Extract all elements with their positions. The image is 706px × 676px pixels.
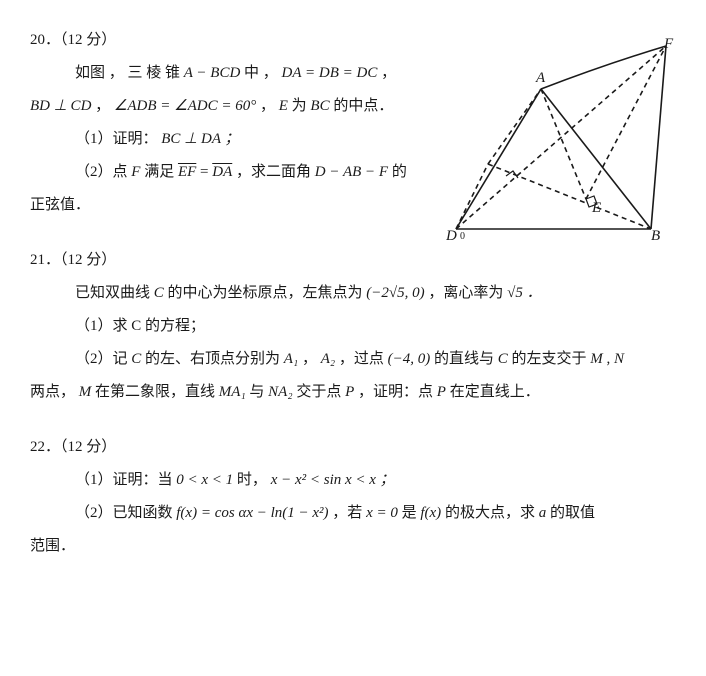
q21-stem: 已知双曲线 C 的中心为坐标原点，左焦点为 (−2√5, 0) ，离心率为 √5…: [30, 277, 676, 310]
q21-part2b: 两点， M 在第二象限，直线 MA₁ 与 NA₂ 交于点 P ，证明：点 P 在…: [30, 376, 676, 409]
q21-part1: （1）求 C 的方程；: [30, 310, 676, 343]
svg-text:A: A: [535, 70, 546, 86]
question-22: 22．（12 分） （1）证明：当 0 < x < 1 时， x − x² < …: [30, 431, 676, 563]
q22-part1: （1）证明：当 0 < x < 1 时， x − x² < sin x < x …: [30, 464, 676, 497]
svg-text:E: E: [591, 200, 601, 216]
q21-part2a: （2）记 C 的左、右顶点分别为 A₁ ， A₂ ，过点 (−4, 0) 的直线…: [30, 343, 676, 376]
q22-part2: （2）已知函数 f(x) = cos αx − ln(1 − x²) ，若 x …: [30, 497, 676, 530]
svg-text:0: 0: [460, 231, 465, 242]
q22-number: 22．（12 分）: [30, 431, 676, 464]
svg-text:D: D: [446, 228, 457, 244]
svg-text:F: F: [663, 36, 674, 52]
q22-part2-cont: 范围．: [30, 530, 676, 563]
svg-text:B: B: [651, 228, 660, 244]
tetrahedron-diagram: D B A F E 0: [446, 34, 676, 244]
question-21: 21．（12 分） 已知双曲线 C 的中心为坐标原点，左焦点为 (−2√5, 0…: [30, 244, 676, 409]
q21-number: 21．（12 分）: [30, 244, 676, 277]
